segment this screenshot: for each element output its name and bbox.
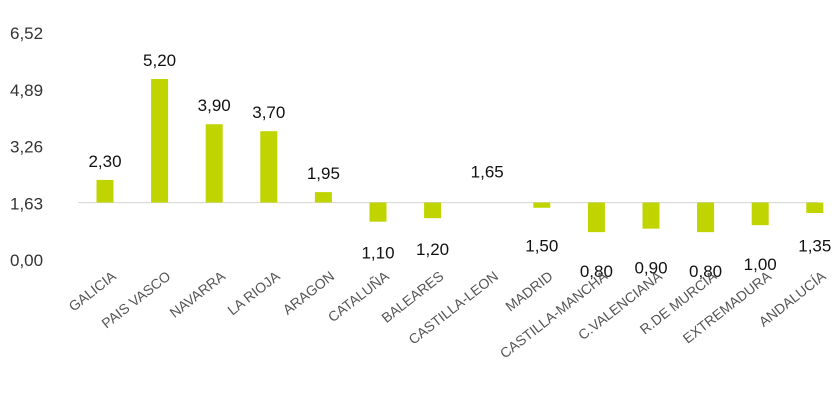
bar — [424, 202, 442, 219]
y-tick-label: 6,52 — [10, 24, 43, 43]
x-tick-label: GALICIA — [65, 267, 119, 314]
data-label: 1,35 — [798, 237, 831, 256]
y-axis: 0,00 1,63 3,26 4,89 6,52 — [10, 24, 43, 270]
data-label: 1,65 — [471, 163, 504, 182]
data-label: 0,80 — [689, 262, 722, 281]
data-label: 0,90 — [634, 259, 667, 278]
bar — [806, 202, 824, 213]
data-label: 1,00 — [744, 255, 777, 274]
bar — [587, 202, 605, 233]
data-label: 1,10 — [361, 244, 394, 263]
y-tick-label: 3,26 — [10, 138, 43, 157]
data-label: 3,70 — [252, 103, 285, 122]
data-label: 1,95 — [307, 164, 340, 183]
data-label: 2,30 — [88, 152, 121, 171]
bar — [205, 124, 223, 203]
y-tick-label: 1,63 — [10, 194, 43, 213]
bar — [369, 202, 387, 222]
data-labels: 2,30 5,20 3,90 3,70 1,95 1,10 1,20 1,65 1,50 0,80… — [88, 51, 831, 281]
data-label: 1,20 — [416, 240, 449, 259]
bar — [697, 202, 715, 233]
x-tick-label: NAVARRA — [166, 267, 228, 320]
y-tick-label: 4,89 — [10, 81, 43, 100]
x-tick-label: MADRID — [502, 268, 555, 315]
data-label: 0,80 — [580, 262, 613, 281]
y-tick-label: 0,00 — [10, 251, 43, 270]
bar — [751, 202, 769, 226]
bar — [314, 192, 332, 203]
data-label: 5,20 — [143, 51, 176, 70]
bars — [96, 78, 824, 233]
x-tick-label: LA RIOJA — [224, 267, 283, 318]
bar — [642, 202, 660, 229]
data-label: 3,90 — [198, 96, 231, 115]
bar — [533, 202, 551, 208]
bar — [151, 78, 169, 203]
bar — [96, 179, 114, 203]
data-label: 1,50 — [525, 237, 558, 256]
bar — [260, 131, 278, 203]
